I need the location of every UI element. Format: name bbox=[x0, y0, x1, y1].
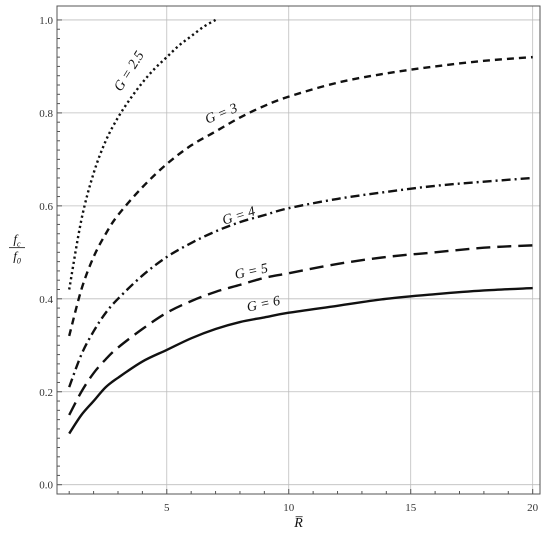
series-line-6 bbox=[68, 286, 533, 435]
plot-frame bbox=[56, 5, 541, 495]
y-label-denominator-symbol: f bbox=[13, 249, 19, 264]
y-tick-label: 0.6 bbox=[39, 201, 53, 213]
y-axis-label-denominator: f0 bbox=[13, 249, 21, 266]
y-tick-label: 0.0 bbox=[39, 480, 53, 492]
x-tick-label: 10 bbox=[283, 502, 295, 514]
curve-label: G = 4 bbox=[221, 204, 257, 228]
x-tick-label: 20 bbox=[527, 502, 539, 514]
series-line-5 bbox=[68, 244, 533, 416]
series-line-3 bbox=[68, 55, 533, 337]
y-tick-label: 1.0 bbox=[39, 15, 53, 27]
x-tick-label: 15 bbox=[405, 502, 417, 514]
curve-label: G = 6 bbox=[246, 294, 282, 316]
y-tick-label: 0.2 bbox=[39, 387, 53, 399]
y-axis-label: fc f0 bbox=[9, 232, 25, 266]
series-line-4 bbox=[68, 176, 533, 388]
curve-label: G = 2.5 bbox=[112, 49, 148, 94]
x-axis-label: R̅ bbox=[293, 516, 303, 531]
curve-label: G = 5 bbox=[233, 261, 269, 283]
y-tick-label: 0.8 bbox=[39, 108, 53, 120]
curve-label: G = 3 bbox=[203, 101, 240, 127]
series-layer bbox=[68, 18, 533, 435]
x-tick-label: 5 bbox=[164, 502, 170, 514]
y-axis-label-numerator: fc bbox=[13, 232, 21, 249]
y-label-numerator-subscript: c bbox=[17, 240, 21, 249]
axis-ticks: 5 10 15 20 0.0 0.2 0.4 0.6 0.8 1.0 bbox=[39, 15, 538, 514]
y-label-numerator-symbol: f bbox=[13, 232, 19, 247]
y-tick-label: 0.4 bbox=[39, 294, 53, 306]
y-label-denominator-subscript: 0 bbox=[17, 257, 21, 266]
grid-lines bbox=[57, 6, 540, 494]
